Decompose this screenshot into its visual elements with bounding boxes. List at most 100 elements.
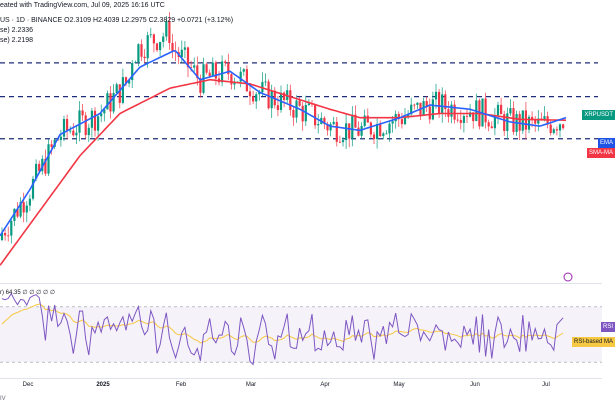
candle-body [137,44,140,63]
candle-body [369,122,372,135]
candle-body [450,104,453,117]
candle-body [171,43,174,52]
candle-body [500,104,503,115]
candle-body [258,92,261,95]
candle-body [7,235,10,237]
x-tick-2025: 2025 [96,382,110,388]
candle-body [335,121,338,142]
candle-body [518,114,521,131]
candle-body [509,108,512,114]
candle-body [292,110,295,118]
candle-body [487,122,490,127]
tradingview-logo[interactable]: IV [0,396,6,402]
candle-body [50,144,53,147]
candle-body [35,163,38,179]
candle-body [428,106,431,120]
rsi-ma-line [1,303,564,344]
candle-body [376,123,379,140]
candle-body [270,90,273,109]
candle-body [348,123,351,139]
x-tick-mar: Mar [245,382,257,388]
candle-body [403,116,407,125]
candle-body [165,21,168,37]
candle-body [264,81,267,83]
candle-body [372,134,376,140]
candle-body [211,62,214,77]
candle-body [81,110,84,116]
candle-body [506,113,509,131]
price-label-xrpusdt: XRPUSDT [582,110,615,120]
candle-body [4,233,7,236]
candle-body [317,124,320,126]
candle-body [124,77,128,84]
candle-body [484,98,487,123]
candle-body [69,130,72,132]
candle-body [434,91,438,100]
candle-body [385,133,388,135]
candle-body [416,102,419,105]
candle-body [537,118,540,124]
ema-line [0,49,567,237]
candle-body [490,126,493,129]
header-line-1: eated with TradingView.com, Jul 09, 2025… [0,2,165,9]
candle-body [227,62,230,75]
candle-body [205,64,208,73]
candle-body [283,92,286,101]
x-tick-jun: Jun [470,382,480,388]
candle-body [159,42,162,51]
candle-body [208,72,211,77]
candle-body [131,62,134,81]
candle-body [183,47,186,50]
rsi-title: r) 64.35 ∅ ∅ ∅ ∅ ∅ [0,290,56,296]
candle-body [19,202,22,217]
candle-body [106,93,109,110]
candle-body [97,116,100,131]
price-label-ema: EMA [597,138,615,148]
candle-body [245,69,248,92]
candle-body [90,110,93,128]
candle-body [252,96,255,102]
candle-body [224,61,227,63]
candle-body [242,69,245,72]
time-axis-separator [0,378,602,379]
candle-body [345,123,348,141]
candle-body [459,120,462,123]
candle-body [31,178,35,199]
candle-body [93,110,97,131]
candle-body [168,21,171,44]
candle-body [78,110,81,133]
candle-body [379,123,382,137]
candle-body [146,35,149,59]
candle-body [193,65,196,68]
candle-body [543,116,546,121]
candle-body [512,108,515,132]
candle-body [16,208,19,217]
candle-body [134,62,137,63]
candle-body [230,74,233,85]
candle-body [341,140,345,143]
x-tick-jul: Jul [542,382,550,388]
candle-body [298,100,301,106]
x-tick-may: May [393,382,405,388]
candle-body [301,105,304,122]
rsi-line [1,292,564,366]
candle-body [400,119,403,125]
candle-body [531,116,534,119]
candle-body [186,47,190,68]
header-ema-value: se) 2.2336 [0,27,34,34]
candle-body [128,80,131,84]
candle-body [44,158,47,174]
alert-icon [563,272,573,282]
candle-body [552,129,555,134]
candle-body [112,92,115,112]
pane-separator[interactable] [0,283,602,284]
candle-body [84,115,87,136]
candle-body [307,103,310,106]
candle-body [534,118,537,124]
candle-body [431,99,434,120]
header-symbol-ohlc: US · 1D · BINANCE O2.3109 H2.4039 L2.297… [0,17,234,24]
candle-body [199,78,202,93]
candle-body [155,43,159,51]
